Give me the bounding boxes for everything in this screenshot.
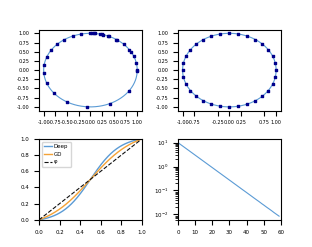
Point (260, 94, 265, 98)
Point (270, 54, 275, 58)
Point (274, 68, 279, 72)
Point (55, 42, 60, 46)
Point (44, 81, 49, 85)
GD (98, 167, 102, 170)
Point (129, 50, 134, 54)
GD (121, 147, 125, 150)
Point (181, 61, 186, 65)
φ (140, 137, 144, 140)
Point (131, 54, 136, 58)
GD (93, 173, 96, 176)
Point (188, 89, 193, 93)
Point (209, 34, 214, 38)
Deep (93, 172, 96, 175)
Point (99, 32, 104, 36)
Point (89, 31, 94, 35)
Point (260, 42, 265, 46)
Point (121, 42, 126, 46)
Point (180, 68, 185, 72)
Point (42, 63, 47, 67)
Point (253, 38, 258, 41)
φ (138, 139, 141, 142)
Point (127, 48, 132, 52)
Deep (87, 181, 90, 184)
GD (37, 218, 41, 221)
Point (201, 38, 206, 41)
Point (266, 89, 271, 93)
Point (97, 32, 102, 36)
Deep (140, 137, 144, 140)
Point (273, 75, 278, 79)
Point (209, 102, 214, 106)
Line: GD: GD (39, 139, 142, 220)
Point (107, 35, 112, 39)
Point (106, 34, 111, 38)
GD (140, 137, 144, 140)
Deep (98, 164, 102, 167)
Point (236, 32, 241, 36)
GD (138, 138, 141, 141)
Point (92, 32, 97, 36)
Legend: Deep, GD, φ: Deep, GD, φ (42, 142, 71, 167)
Point (218, 104, 223, 108)
Point (62, 38, 67, 41)
Point (51, 91, 56, 95)
Point (218, 32, 223, 36)
Point (194, 42, 199, 46)
Deep (37, 218, 41, 221)
Point (181, 75, 186, 79)
φ (93, 175, 96, 178)
Deep (86, 182, 90, 185)
Point (245, 34, 250, 38)
Point (194, 94, 199, 98)
Point (100, 33, 105, 37)
φ (86, 180, 90, 183)
Point (184, 82, 189, 86)
Line: Deep: Deep (39, 139, 142, 220)
Point (84, 105, 89, 109)
Point (245, 102, 250, 106)
Point (107, 102, 112, 106)
φ (87, 179, 90, 182)
φ (37, 218, 41, 221)
Point (44, 55, 49, 59)
Point (115, 38, 119, 42)
Point (201, 99, 206, 103)
Point (270, 82, 275, 86)
Point (135, 69, 140, 73)
Point (49, 48, 54, 52)
Point (91, 31, 96, 35)
GD (86, 181, 90, 184)
Deep (138, 138, 141, 141)
Point (135, 68, 140, 72)
Point (227, 105, 232, 109)
Point (88, 31, 93, 35)
φ (121, 152, 125, 155)
Point (70, 34, 75, 38)
GD (87, 180, 90, 183)
Point (236, 104, 241, 108)
Line: φ: φ (39, 139, 142, 220)
Point (134, 61, 139, 65)
Point (227, 31, 232, 35)
Point (188, 48, 193, 52)
Point (41, 71, 46, 75)
Point (253, 99, 258, 103)
Point (266, 48, 271, 52)
Point (65, 100, 70, 104)
φ (98, 170, 102, 173)
Point (184, 54, 189, 58)
Point (273, 61, 278, 65)
Point (79, 32, 84, 36)
Point (127, 89, 132, 93)
Point (114, 38, 119, 41)
Deep (121, 143, 125, 146)
